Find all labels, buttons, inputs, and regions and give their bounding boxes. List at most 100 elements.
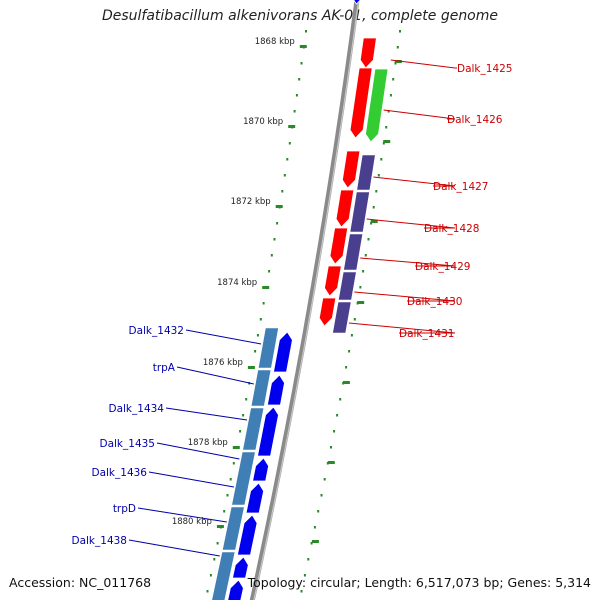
genome-backbone (249, 0, 360, 600)
gene-label-right: Dalk_1427 (433, 181, 489, 193)
tick-mark-right (389, 94, 392, 97)
reverse-gene-5 (245, 482, 265, 514)
forward-gene-2 (349, 67, 373, 139)
major-tick-5 (232, 446, 240, 449)
cds-reverse-segment-4 (231, 451, 256, 506)
reverse-gene-2 (266, 374, 285, 406)
tick-mark-right (377, 174, 380, 177)
gene-label-left: trpA (153, 362, 176, 374)
cds-bar-segment-3 (343, 233, 364, 271)
tick-mark-left (281, 190, 284, 193)
tick-mark-right (348, 350, 351, 353)
tick-mark-right (323, 478, 326, 481)
tick-mark-left (268, 270, 271, 273)
tick-mark-left (216, 542, 219, 545)
tick-mark-right (333, 430, 336, 433)
leader-line (176, 366, 254, 385)
reverse-gene-7 (232, 556, 249, 579)
topology-text: Topology: circular; Length: 6,517,073 bp… (247, 575, 591, 590)
tick-mark-right (336, 414, 339, 417)
gene-label-left: Dalk_1438 (72, 535, 128, 547)
major-tick-2 (275, 205, 283, 208)
tick-mark-left (206, 590, 209, 593)
gene-label-right: Dalk_1429 (415, 261, 471, 273)
accession-text: Accession: NC_011768 (9, 575, 152, 590)
leader-line (185, 329, 262, 345)
tick-mark-right (317, 510, 320, 513)
forward-gene-5 (329, 227, 349, 265)
tick-mark-left (288, 142, 291, 145)
tick-mark-right (330, 446, 332, 449)
forward-gene-1 (359, 37, 377, 69)
leader-line (165, 407, 248, 421)
tick-mark-right (399, 30, 401, 33)
tick-mark-right (359, 286, 362, 289)
cds-reverse-segment-6 (211, 551, 236, 600)
leader-line (148, 471, 234, 488)
tick-mark-left (259, 318, 262, 321)
forward-gene-3 (341, 150, 361, 189)
forward-gene-6 (324, 265, 342, 297)
cds-reverse-segment-5 (222, 506, 245, 551)
tick-mark-left (256, 334, 259, 337)
cds-bar-segment-5 (332, 301, 352, 334)
major-tick-right-1 (383, 140, 391, 143)
tick-mark-left (273, 238, 276, 241)
tick-mark-left (223, 510, 226, 513)
cds-bar-segment-1 (356, 154, 376, 191)
major-tick-6 (216, 525, 224, 528)
major-tick-4 (247, 366, 255, 369)
tick-mark-left (298, 78, 301, 81)
forward-gene-4 (335, 189, 355, 228)
tick-mark-left (295, 94, 298, 97)
tick-mark-right (320, 494, 323, 497)
tick-mark-left (232, 462, 235, 465)
tick-mark-right (370, 222, 373, 225)
diagram-title: Desulfatibacillum alkenivorans AK-01, co… (101, 8, 499, 24)
tick-mark-left (209, 574, 212, 577)
cds-reverse-segment-2 (250, 369, 272, 407)
gene-label-right: Dalk_1425 (457, 63, 513, 75)
leader-line (366, 218, 456, 229)
gene-label-right: Dalk_1430 (407, 296, 463, 308)
kbp-label: 1870 kbp (243, 117, 283, 127)
gene-label-right: Dalk_1428 (424, 223, 480, 235)
reverse-gene-8 (227, 579, 244, 600)
tick-mark-right (367, 238, 370, 241)
leader-line (348, 322, 456, 334)
leader-line (156, 442, 240, 460)
tick-mark-right (382, 142, 385, 145)
forward-gene-7 (318, 297, 337, 327)
leader-line (128, 539, 220, 557)
tick-mark-right (364, 254, 367, 257)
gene-label-right: Dalk_1431 (399, 328, 455, 340)
cds-bar-segment-4 (338, 271, 357, 301)
kbp-label: 1874 kbp (217, 278, 257, 288)
tick-mark-right (307, 558, 310, 561)
kbp-label: 1868 kbp (255, 37, 295, 47)
tick-mark-right (380, 158, 383, 161)
tick-mark-right (353, 318, 356, 321)
leader-line (354, 291, 456, 302)
tick-mark-right (375, 190, 378, 193)
tick-mark-left (229, 478, 232, 481)
genome-backbone-highlight (253, 0, 360, 600)
gene-label-left: trpD (113, 503, 136, 515)
tick-mark-right (392, 78, 395, 81)
major-tick-right-0 (394, 60, 402, 63)
reverse-gene-1 (273, 331, 293, 373)
tick-mark-left (245, 398, 248, 401)
tick-mark-right (362, 270, 365, 273)
cds-reverse-segment-1 (257, 327, 279, 369)
tick-mark-left (226, 494, 229, 497)
tick-mark-right (372, 206, 375, 209)
cds-reverse-segment-3 (242, 407, 265, 451)
tick-mark-left (254, 350, 257, 353)
tick-mark-right (350, 334, 353, 337)
kbp-label: 1876 kbp (203, 358, 243, 368)
tick-mark-right (385, 126, 388, 129)
reverse-gene-4 (252, 457, 270, 482)
leader-line (137, 507, 227, 523)
leader-line (383, 109, 456, 120)
